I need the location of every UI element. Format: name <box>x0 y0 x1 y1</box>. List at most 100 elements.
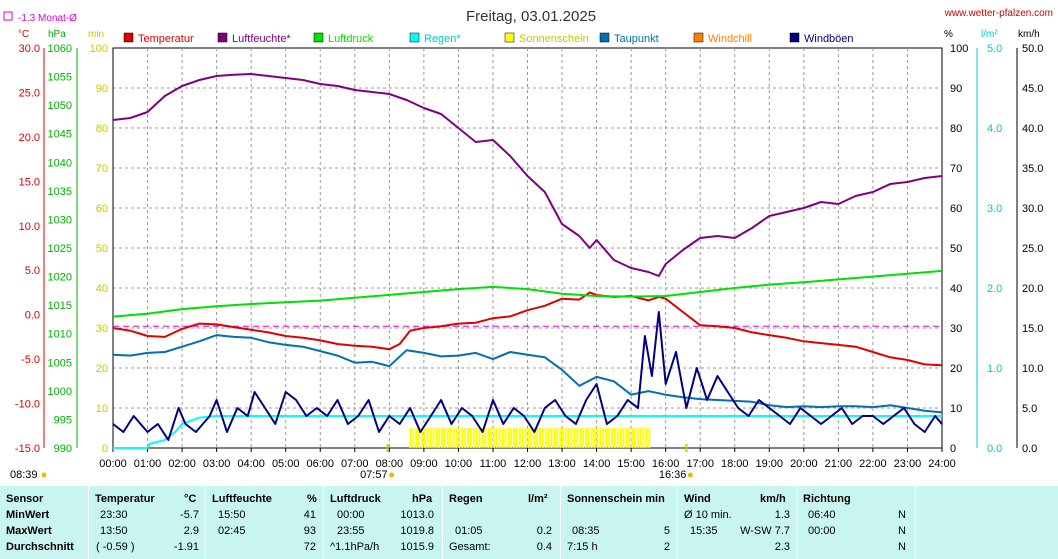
humidity-tick-label: 30 <box>950 323 962 335</box>
site-link[interactable]: www.wetter-pfalzen.com <box>944 8 1053 19</box>
rain-tick-label: 2.0 <box>987 283 1002 295</box>
sunshine-tick-label: 90 <box>96 83 108 95</box>
sunshine-bar <box>570 428 573 448</box>
sunrise-label: 07:57 <box>360 469 388 481</box>
legend-swatch <box>123 32 134 43</box>
sunshine-bar <box>596 428 599 448</box>
sunshine-bar <box>576 428 579 448</box>
sunshine-bar <box>481 428 484 448</box>
x-tick-label: 21:00 <box>825 458 853 470</box>
temp-tick-label: 20.0 <box>19 132 40 144</box>
x-tick-label: 08:00 <box>376 458 404 470</box>
rain-max-time: 01:05 <box>455 525 483 537</box>
row-label-avg: Durchschnitt <box>6 541 74 553</box>
legend: Temperatur Luftfeuchte* Luftdruck Regen* Son… <box>123 32 854 45</box>
rain-header: Regen <box>449 493 483 505</box>
wind-tick-label: 0.0 <box>1022 443 1037 455</box>
sunset-label: 16:36 <box>659 469 687 481</box>
sunshine-tick-label: 60 <box>96 203 108 215</box>
sunshine-bar <box>441 428 444 448</box>
monthly-avg-legend-box <box>3 11 13 21</box>
legend-swatch <box>693 32 704 43</box>
sunshine-bar <box>461 428 464 448</box>
wind-tick-label: 50.0 <box>1022 43 1043 55</box>
legend-item: Windböen <box>789 32 854 45</box>
sunshine-tick-label: 20 <box>96 363 108 375</box>
sunshine-bar <box>429 428 432 448</box>
press-avg-extra: ^1.1hPa/h <box>330 541 380 553</box>
legend-label: Sonnenschein <box>519 33 589 45</box>
x-tick-label: 16:00 <box>652 458 680 470</box>
row-label-min: MinWert <box>6 509 50 521</box>
dir-min: N <box>898 509 906 521</box>
x-tick-label: 15:00 <box>617 458 645 470</box>
x-tick-label: 18:00 <box>721 458 749 470</box>
sunshine-bar <box>636 428 639 448</box>
pressure-unit-label: hPa <box>48 29 66 40</box>
x-tick-label: 14:00 <box>583 458 611 470</box>
sunshine-tick-label: 10 <box>96 403 108 415</box>
pressure-tick-label: 1060 <box>48 43 72 55</box>
wind-min: 1.3 <box>774 509 790 521</box>
rain-tick-label: 1.0 <box>987 363 1002 375</box>
sunshine-bar <box>645 428 648 448</box>
legend-swatch <box>789 32 800 43</box>
grid <box>113 48 942 448</box>
rain-unit: l/m² <box>528 493 548 505</box>
sunshine-bar <box>518 428 521 448</box>
footer-left-time: 08:39 <box>10 469 38 481</box>
wind-tick-label: 5.0 <box>1022 403 1037 415</box>
wind-tick-label: 15.0 <box>1022 323 1043 335</box>
rain-tick-label: 4.0 <box>987 123 1002 135</box>
pressure-tick-label: 995 <box>54 414 72 426</box>
sunshine-bar <box>472 428 475 448</box>
press-min-time: 00:00 <box>337 509 365 521</box>
axis-unit-labels: °C hPa min% l/m² km/h <box>18 29 1040 40</box>
press-header: Luftdruck <box>330 493 381 505</box>
sunshine-bar <box>608 428 610 448</box>
hum-max: 93 <box>303 525 316 537</box>
temp-unit: °C <box>184 493 197 505</box>
sunshine-bar <box>559 428 562 448</box>
sunshine-unit-label: min <box>88 29 104 40</box>
temp-tick-label: -10.0 <box>15 399 40 411</box>
pressure-tick-label: 1030 <box>48 214 72 226</box>
wind-tick-label: 10.0 <box>1022 363 1043 375</box>
press-max-time: 23:55 <box>337 525 365 537</box>
sunshine-tick-label: 100 <box>90 43 108 55</box>
legend-item: Taupunkt <box>599 32 659 45</box>
dir-max: N <box>898 525 906 537</box>
wind-min-label: Ø 10 min. <box>684 509 732 521</box>
sunshine-bar <box>492 428 495 448</box>
humidity-tick-label: 60 <box>950 203 962 215</box>
x-tick-label: 23:00 <box>894 458 922 470</box>
pressure-tick-label: 1025 <box>48 243 72 255</box>
legend-label: Temperatur <box>138 33 194 45</box>
sunshine-bar <box>587 428 590 448</box>
sunshine-bar <box>553 428 556 448</box>
sunshine-tick-label: 80 <box>96 123 108 135</box>
legend-label: Windchill <box>708 33 752 45</box>
sunshine-bar <box>432 428 435 448</box>
sunshine-bar <box>648 428 651 448</box>
sunshine-bar <box>501 428 504 448</box>
wind-tick-label: 25.0 <box>1022 243 1043 255</box>
x-tick-label: 09:00 <box>410 458 438 470</box>
sunshine-bar <box>547 428 550 448</box>
sunshine-bar <box>602 428 605 448</box>
hum-unit: % <box>307 493 317 505</box>
dir-avg: N <box>898 541 906 553</box>
sunshine-bar <box>435 428 438 448</box>
sun-markers: 07:57 16:36 08:39 <box>10 444 693 481</box>
dir-min-time: 06:40 <box>808 509 836 521</box>
x-tick-label: 19:00 <box>756 458 784 470</box>
pressure-tick-label: 1010 <box>48 329 72 341</box>
wind-avg: 2.3 <box>774 541 790 553</box>
rain-tick-label: 0.0 <box>987 443 1002 455</box>
row-label-max: MaxWert <box>6 525 52 537</box>
sunshine-bar <box>530 428 533 448</box>
sunshine-bar <box>562 428 564 448</box>
legend-item: Regen* <box>409 32 461 45</box>
sun-avg: 2 <box>663 541 670 553</box>
rain-unit-label: l/m² <box>981 29 998 40</box>
